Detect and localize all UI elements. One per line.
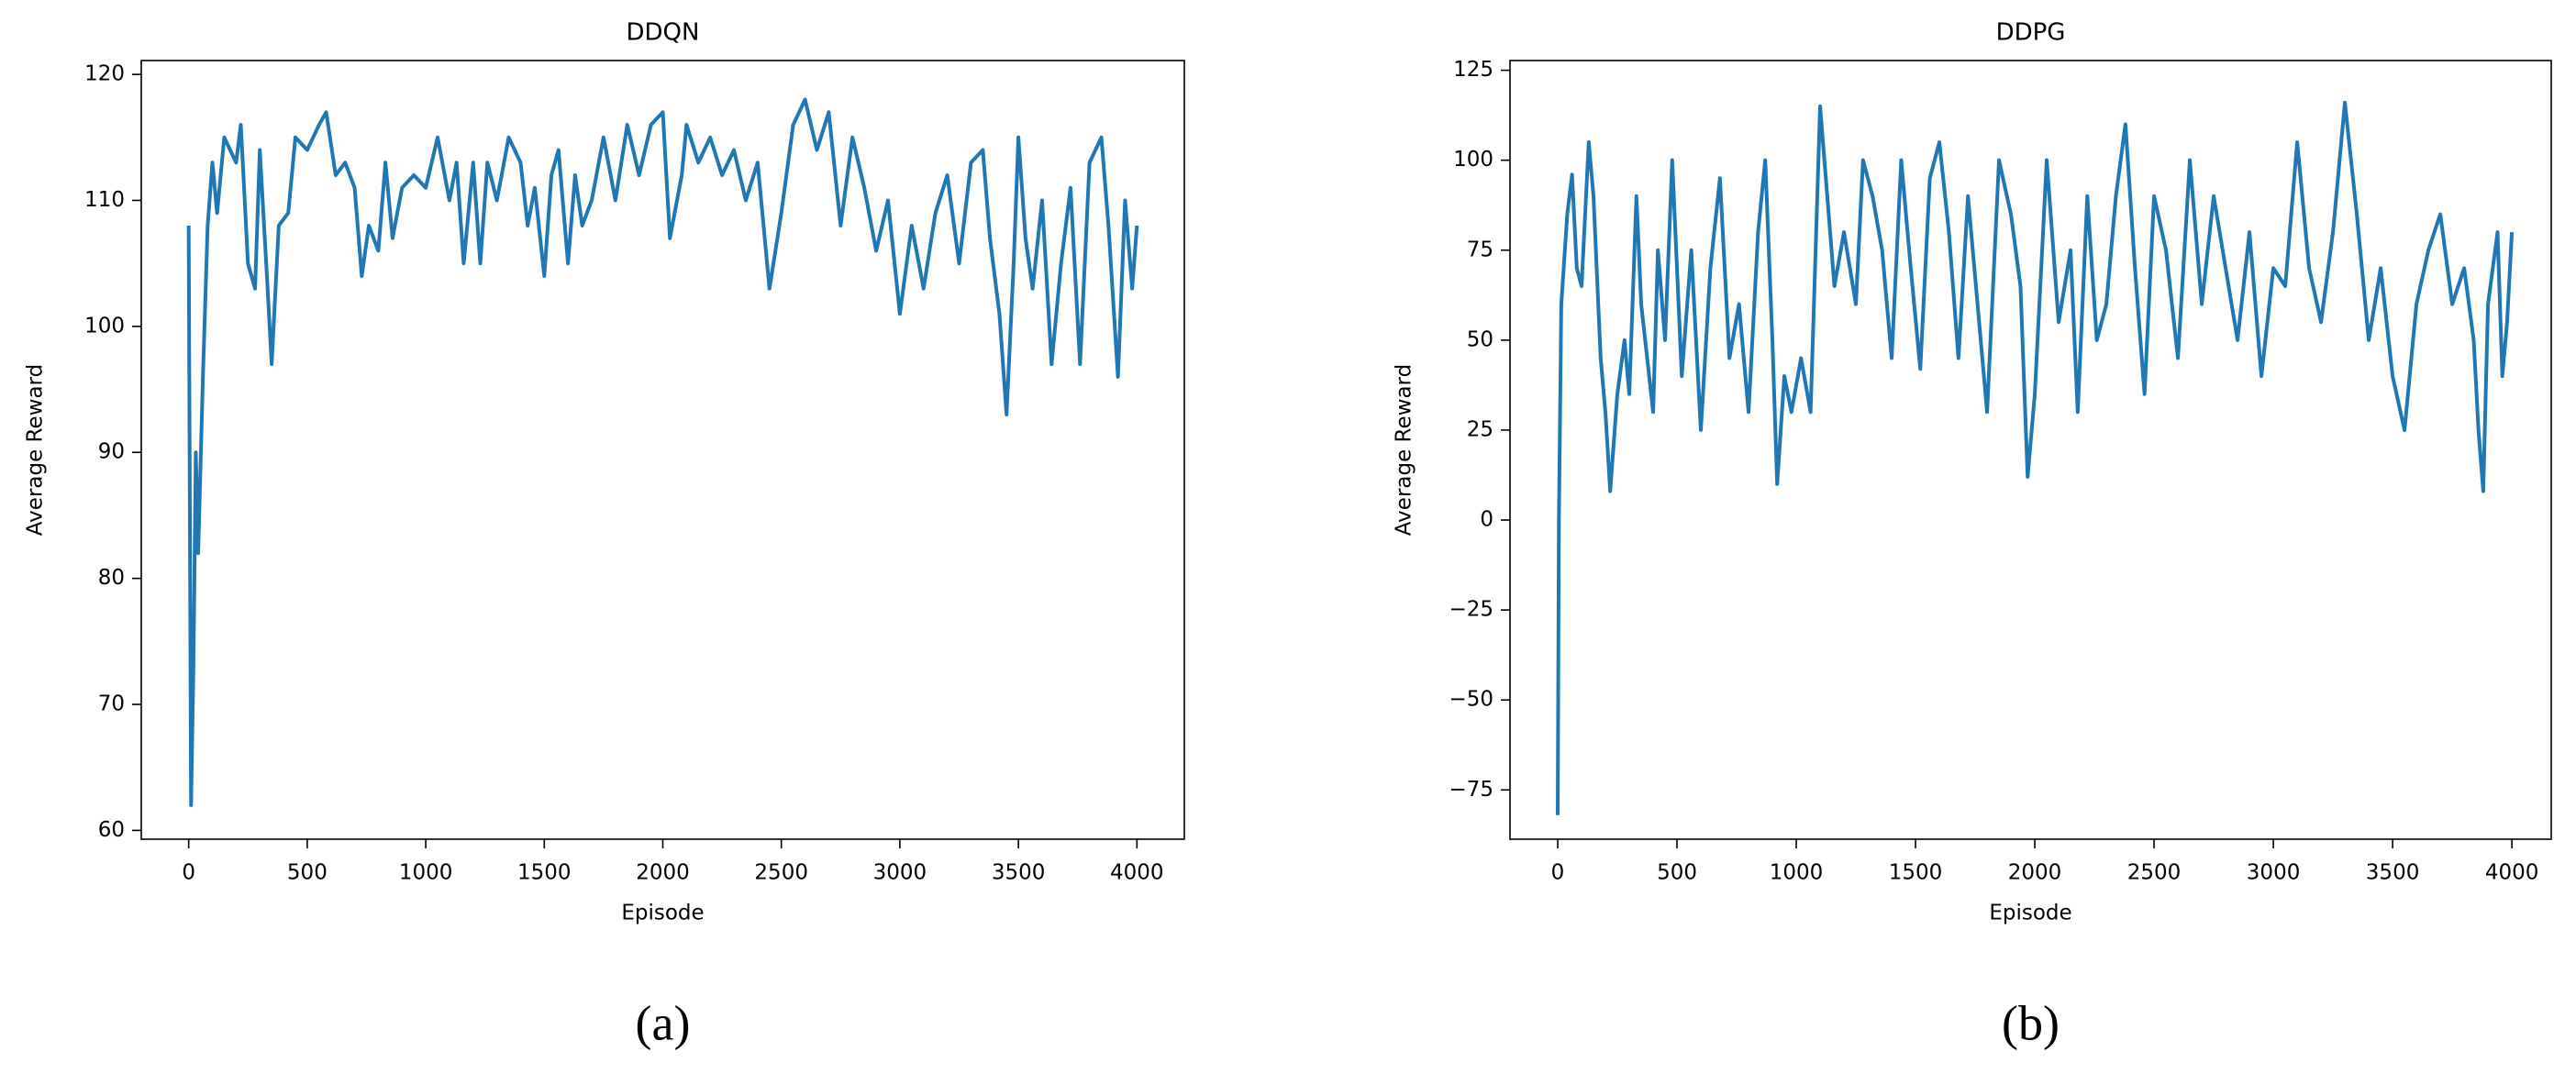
- chart-title: DDPG: [1996, 19, 2066, 47]
- x-tick-label: 500: [1657, 861, 1697, 885]
- x-tick-label: 500: [287, 861, 328, 885]
- caption: (a): [636, 995, 691, 1050]
- x-tick-label: 4000: [2485, 861, 2539, 885]
- y-tick-label: 75: [1467, 238, 1493, 261]
- x-tick-label: 3500: [992, 861, 1046, 885]
- x-axis-label: Episode: [1989, 902, 2071, 925]
- x-tick-label: 2500: [2127, 861, 2182, 885]
- x-tick-label: 2000: [636, 861, 690, 885]
- y-tick-label: −25: [1449, 598, 1493, 622]
- x-tick-label: 3500: [2366, 861, 2420, 885]
- axes-frame: [1509, 60, 2552, 840]
- y-tick-label: 90: [98, 440, 125, 464]
- x-tick-label: 2000: [2008, 861, 2062, 885]
- y-tick-label: 50: [1467, 327, 1493, 351]
- y-tick-label: 125: [1453, 58, 1493, 82]
- x-tick-label: 0: [182, 861, 195, 885]
- data-line: [1556, 100, 2515, 815]
- caption: (b): [2002, 995, 2060, 1050]
- y-tick-label: 110: [84, 188, 125, 212]
- x-tick-label: 0: [1551, 861, 1565, 885]
- y-tick-label: 25: [1467, 417, 1493, 441]
- y-tick-label: 100: [84, 314, 125, 338]
- y-axis-label: Average Reward: [1393, 364, 1416, 536]
- x-tick-label: 1000: [399, 861, 453, 885]
- y-tick-label: 70: [98, 692, 125, 716]
- y-tick-label: 100: [1453, 148, 1493, 172]
- x-tick-label: 3000: [2247, 861, 2301, 885]
- data-line: [186, 97, 1139, 807]
- y-tick-label: 80: [98, 566, 125, 590]
- x-tick-label: 2500: [754, 861, 808, 885]
- x-tick-label: 1500: [1889, 861, 1943, 885]
- chart-title: DDQN: [627, 19, 700, 47]
- axes-frame: [140, 60, 1185, 840]
- x-axis-label: Episode: [621, 902, 704, 925]
- y-tick-label: 0: [1480, 508, 1493, 532]
- y-axis-label: Average Reward: [24, 364, 48, 536]
- y-tick-label: 120: [84, 62, 125, 86]
- x-tick-label: 4000: [1110, 861, 1164, 885]
- x-tick-label: 1500: [517, 861, 572, 885]
- y-tick-label: 60: [98, 818, 125, 842]
- x-tick-label: 3000: [873, 861, 927, 885]
- x-tick-label: 1000: [1770, 861, 1824, 885]
- y-tick-label: −50: [1449, 688, 1493, 712]
- y-tick-label: −75: [1449, 778, 1493, 802]
